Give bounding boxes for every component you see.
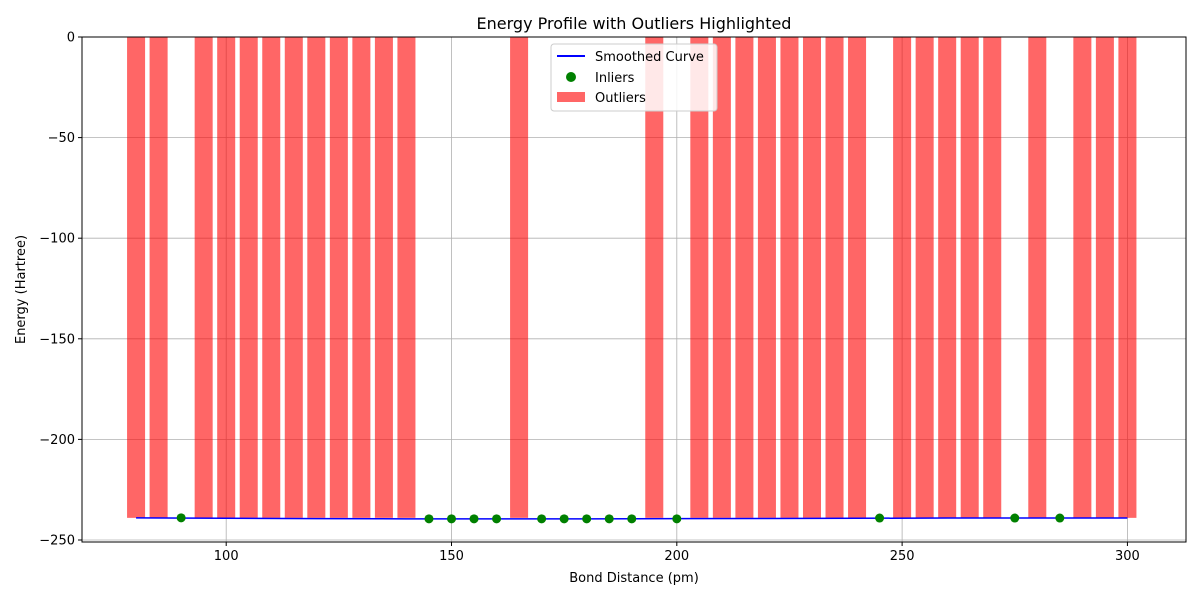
- outlier-bar: [510, 37, 529, 518]
- plot-frame: [81, 36, 1187, 543]
- outlier-bar: [307, 37, 326, 518]
- y-tick-label: −200: [39, 433, 75, 448]
- y-tick-label: −100: [39, 232, 75, 247]
- outlier-bar: [802, 37, 822, 518]
- outlier-bar: [645, 37, 664, 518]
- inlier-point: [469, 514, 479, 524]
- outlier-bar: [690, 37, 709, 518]
- inlier-point: [1010, 513, 1020, 523]
- inlier-point: [875, 513, 885, 523]
- outlier-bar: [848, 37, 867, 518]
- outlier-bar: [983, 37, 1002, 518]
- outlier-bar: [780, 37, 799, 518]
- outlier-bar: [374, 37, 393, 518]
- x-axis-label: Bond Distance (pm): [569, 571, 699, 586]
- outlier-bar: [217, 37, 236, 518]
- outlier-bar: [757, 37, 776, 518]
- legend-label-smoothed-curve: Smoothed Curve: [595, 50, 704, 65]
- inlier-points: [176, 513, 1065, 524]
- inlier-point: [176, 513, 186, 523]
- inlier-point: [627, 514, 637, 524]
- legend-label-inliers: Inliers: [595, 71, 635, 86]
- outlier-bar: [1028, 37, 1047, 518]
- y-axis-ticks: 0 −50 −100 −150 −200 −250: [39, 31, 82, 548]
- y-tick-label: −150: [39, 332, 75, 347]
- outlier-bar: [262, 37, 281, 518]
- outlier-bar: [960, 37, 979, 518]
- inlier-point: [604, 514, 614, 524]
- x-tick-label: 100: [214, 549, 239, 564]
- outlier-bar: [194, 37, 213, 518]
- x-axis-ticks: 100 150 200 250 300: [214, 542, 1140, 564]
- legend-label-outliers: Outliers: [595, 91, 646, 106]
- outlier-bar: [149, 37, 168, 518]
- legend-bar-swatch: [557, 92, 585, 102]
- chart-title: Energy Profile with Outliers Highlighted: [477, 14, 792, 33]
- outlier-bar: [352, 37, 371, 518]
- inlier-point: [1055, 513, 1065, 523]
- outlier-bar: [1095, 37, 1114, 518]
- outlier-bar: [397, 37, 416, 518]
- y-tick-label: −250: [39, 533, 75, 548]
- outlier-bar: [712, 37, 731, 518]
- inlier-point: [559, 514, 569, 524]
- inlier-point: [582, 514, 592, 524]
- x-tick-label: 250: [890, 549, 915, 564]
- legend-box: [550, 43, 718, 112]
- outlier-bar: [1073, 37, 1092, 518]
- outlier-bar: [915, 37, 934, 518]
- inlier-point: [447, 514, 457, 524]
- inlier-point: [537, 514, 547, 524]
- outlier-bar: [239, 37, 258, 518]
- outlier-bar: [825, 37, 844, 518]
- x-tick-label: 300: [1115, 549, 1140, 564]
- outlier-bar: [329, 37, 348, 518]
- x-tick-label: 150: [439, 549, 464, 564]
- inlier-point: [424, 514, 434, 524]
- outlier-bars: [127, 37, 1137, 518]
- legend: Smoothed Curve Inliers Outliers: [550, 43, 718, 112]
- y-tick-label: 0: [67, 31, 75, 46]
- outlier-bar: [1118, 37, 1137, 518]
- x-tick-label: 200: [664, 549, 689, 564]
- outlier-bar: [938, 37, 957, 518]
- inlier-point: [672, 514, 682, 524]
- y-tick-label: −50: [48, 131, 75, 146]
- outlier-bar: [893, 37, 912, 518]
- legend-point-swatch: [566, 72, 576, 82]
- inlier-point: [492, 514, 502, 524]
- outlier-bar: [735, 37, 754, 518]
- outlier-bar: [284, 37, 303, 518]
- outlier-bar: [127, 37, 146, 518]
- y-axis-label: Energy (Hartree): [14, 235, 29, 344]
